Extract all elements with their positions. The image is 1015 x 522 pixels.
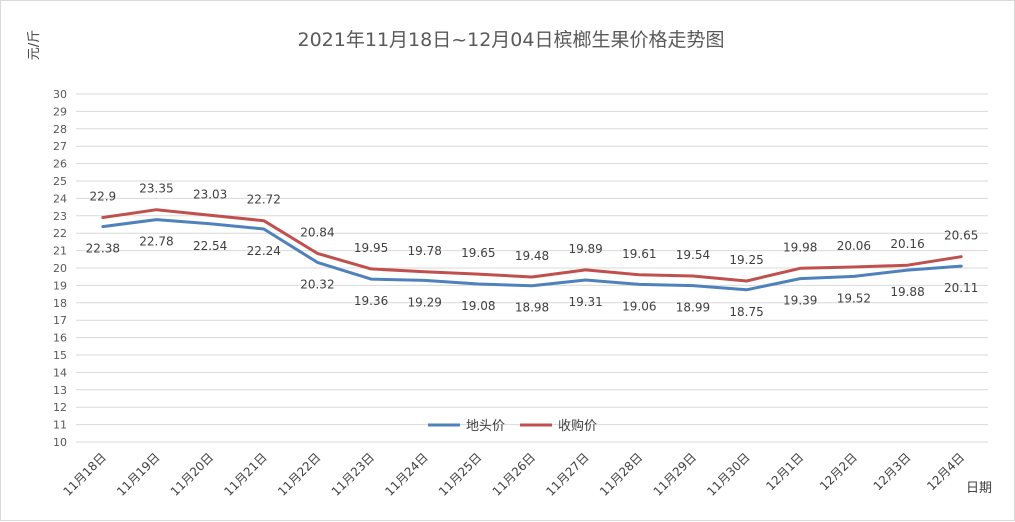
data-label: 19.48 <box>515 249 549 263</box>
x-tick-label: 12月4日 <box>924 450 967 493</box>
x-tick-label: 12月3日 <box>871 450 914 493</box>
y-tick-label: 12 <box>53 401 67 414</box>
x-tick-label: 11月30日 <box>704 450 752 498</box>
y-tick-label: 13 <box>53 384 67 397</box>
data-label: 19.95 <box>354 241 388 255</box>
y-tick-label: 27 <box>53 140 67 153</box>
x-tick-label: 11月20日 <box>168 450 216 498</box>
data-label: 19.25 <box>729 253 763 267</box>
y-axis-title: 元/斤 <box>27 30 42 60</box>
x-tick-label: 11月24日 <box>382 450 430 498</box>
series-line-0 <box>101 218 963 292</box>
y-axis-ticks: 10 11 12 13 14 15 16 17 18 19 20 21 22 23 24 25 26 27 28 29… <box>53 88 67 449</box>
data-label: 19.98 <box>783 240 817 254</box>
data-label: 20.11 <box>944 281 978 295</box>
data-label: 23.35 <box>139 182 173 196</box>
legend-label-farm-price: 地头价 <box>466 419 505 434</box>
data-label: 19.06 <box>622 299 656 313</box>
y-tick-label: 19 <box>53 279 67 292</box>
y-tick-label: 11 <box>53 419 67 432</box>
x-tick-label: 11月29日 <box>651 450 699 498</box>
legend: 地头价 收购价 <box>428 418 597 434</box>
x-tick-label: 11月21日 <box>221 450 269 498</box>
data-label: 19.88 <box>890 285 924 299</box>
legend-label-purchase-price: 收购价 <box>558 418 597 434</box>
data-label: 20.06 <box>837 239 871 253</box>
x-tick-label: 11月26日 <box>490 450 538 498</box>
x-tick-label: 11月28日 <box>597 450 645 498</box>
data-label: 19.65 <box>461 246 495 260</box>
series-line-1 <box>101 208 963 283</box>
data-label: 20.65 <box>944 229 978 243</box>
chart-title: 2021年11月18日~12月04日槟榔生果价格走势图 <box>298 29 725 51</box>
data-label: 19.78 <box>408 244 442 258</box>
data-label: 19.52 <box>837 291 871 305</box>
x-tick-label: 11月25日 <box>436 450 484 498</box>
data-label: 23.03 <box>193 187 227 201</box>
data-label: 22.38 <box>86 242 120 256</box>
data-label: 20.32 <box>300 277 334 291</box>
data-labels: 22.38 22.78 22.54 22.24 20.32 19.36 19.29 19.08… <box>86 182 979 319</box>
y-tick-label: 28 <box>53 123 67 136</box>
data-label: 18.98 <box>515 301 549 315</box>
x-axis-title: 日期 <box>966 481 992 496</box>
data-label: 19.54 <box>676 248 710 262</box>
y-tick-label: 15 <box>53 349 67 362</box>
data-label: 19.36 <box>354 294 388 308</box>
y-tick-label: 22 <box>53 227 67 240</box>
y-tick-label: 21 <box>53 245 67 258</box>
x-tick-label: 12月1日 <box>763 450 806 493</box>
y-tick-label: 18 <box>53 297 67 310</box>
y-tick-label: 24 <box>53 192 67 205</box>
y-tick-label: 10 <box>53 436 67 449</box>
y-tick-label: 16 <box>53 332 67 345</box>
data-label: 18.75 <box>729 305 763 319</box>
y-tick-label: 30 <box>53 88 67 101</box>
gridlines <box>76 93 988 443</box>
y-tick-label: 14 <box>53 366 67 379</box>
y-tick-label: 26 <box>53 158 67 171</box>
data-label: 19.89 <box>568 242 602 256</box>
x-tick-label: 11月22日 <box>275 450 323 498</box>
y-tick-label: 23 <box>53 210 67 223</box>
data-label: 19.39 <box>783 294 817 308</box>
data-label: 20.16 <box>890 237 924 251</box>
x-tick-label: 11月19日 <box>114 450 162 498</box>
data-label: 19.61 <box>622 247 656 261</box>
y-tick-label: 20 <box>53 262 67 275</box>
data-label: 22.9 <box>89 190 116 204</box>
data-label: 22.24 <box>247 244 281 258</box>
data-label: 22.54 <box>193 239 227 253</box>
data-label: 18.99 <box>676 301 710 315</box>
data-label: 22.78 <box>139 235 173 249</box>
data-label: 22.72 <box>247 193 281 207</box>
x-tick-label: 11月23日 <box>329 450 377 498</box>
y-tick-label: 25 <box>53 175 67 188</box>
series-lines <box>101 208 963 292</box>
y-tick-label: 29 <box>53 105 67 118</box>
data-label: 19.31 <box>568 295 602 309</box>
x-axis-ticks: 11月18日 11月19日 11月20日 11月21日 11月22日 11月23日 11月2… <box>60 450 967 498</box>
x-tick-label: 11月18日 <box>60 450 108 498</box>
y-tick-label: 17 <box>53 314 67 327</box>
x-tick-label: 12月2日 <box>817 450 860 493</box>
data-label: 20.84 <box>300 225 334 239</box>
x-tick-label: 11月27日 <box>543 450 591 498</box>
data-label: 19.08 <box>461 299 495 313</box>
data-label: 19.29 <box>408 295 442 309</box>
